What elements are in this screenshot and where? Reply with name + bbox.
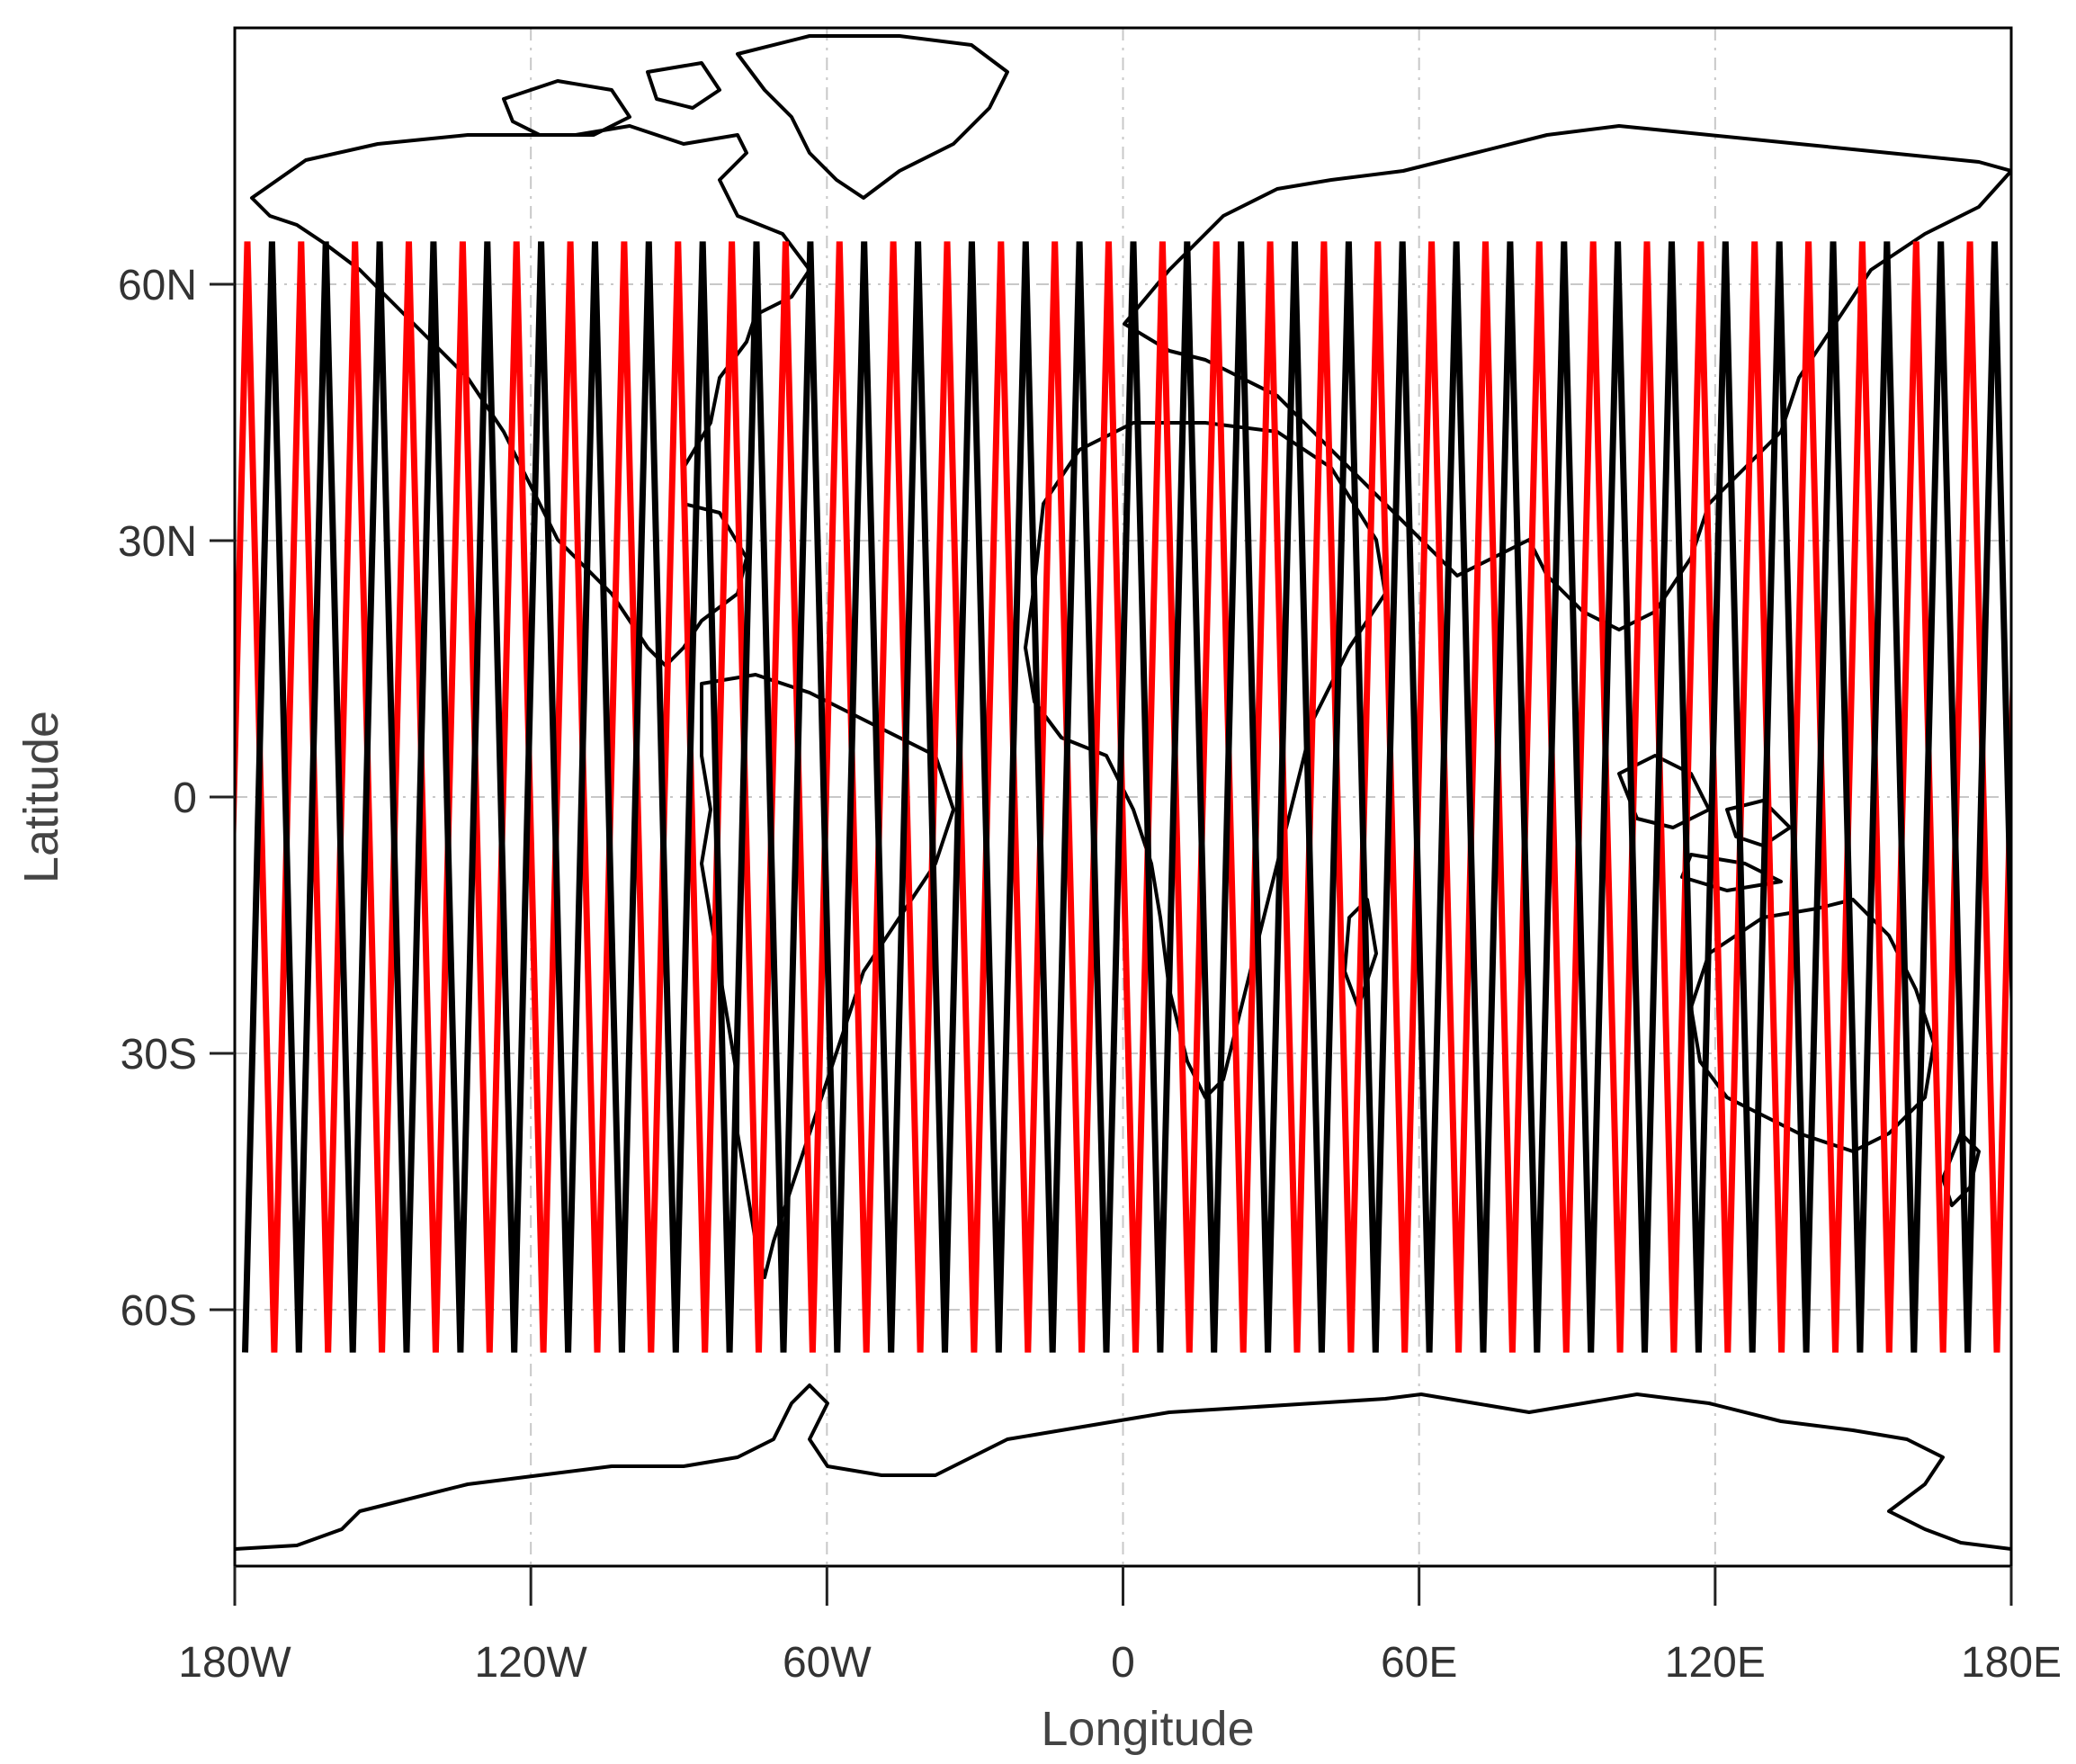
x-tick-label: 180E xyxy=(1961,1639,2062,1687)
orbit-tracks xyxy=(235,241,2011,1353)
x-axis: 180W 120W 60W 0 60E 120E 180E xyxy=(178,1566,2062,1687)
coastline-greenland xyxy=(736,34,1009,200)
coastline-africa xyxy=(1024,421,1387,1099)
x-tick-label: 0 xyxy=(1111,1639,1135,1687)
x-tick-label: 120W xyxy=(474,1639,587,1687)
y-axis: 60N 30N 0 30S 60S xyxy=(118,262,235,1335)
x-tick-label: 60W xyxy=(783,1639,872,1687)
y-tick-label: 60S xyxy=(121,1287,197,1335)
gridlines xyxy=(235,28,2011,1566)
x-tick-label: 180W xyxy=(178,1639,291,1687)
coastline-arctic-islands xyxy=(502,61,721,137)
y-tick-label: 0 xyxy=(173,775,197,822)
coastline-antarctica xyxy=(235,1383,2011,1551)
y-tick-label: 60N xyxy=(118,262,197,309)
y-axis-title: Latitude xyxy=(14,711,68,883)
y-tick-label: 30N xyxy=(118,518,197,566)
y-tick-label: 30S xyxy=(121,1031,197,1079)
x-tick-label: 120E xyxy=(1665,1639,1766,1687)
x-axis-title: Longitude xyxy=(1041,1702,1254,1756)
x-tick-label: 60E xyxy=(1381,1639,1457,1687)
orbit-track-series-2 xyxy=(242,241,2011,1353)
